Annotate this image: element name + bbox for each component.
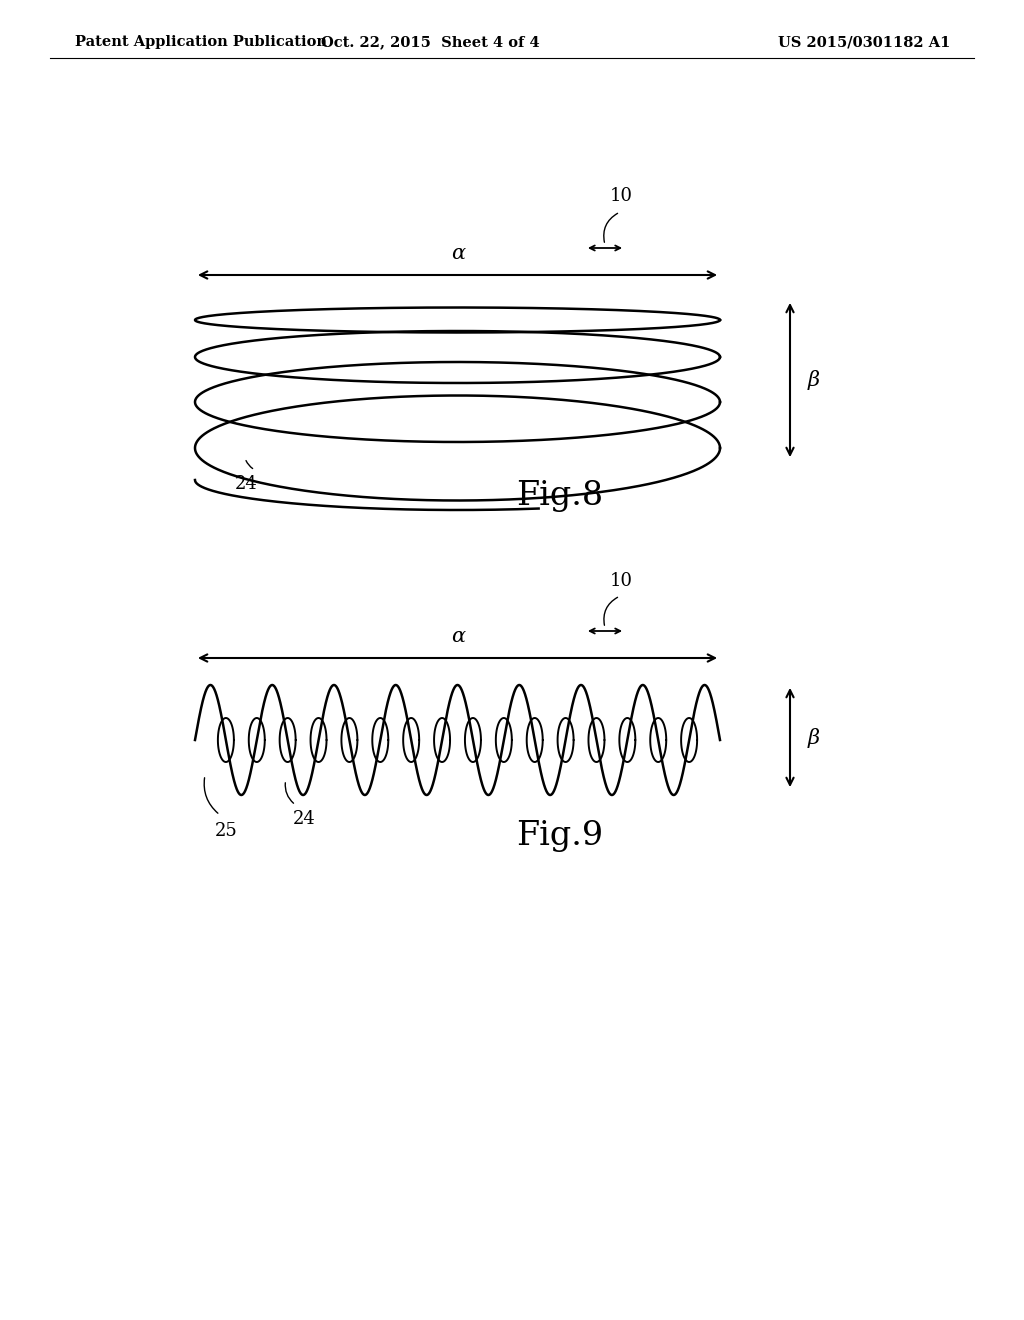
- Text: Fig.9: Fig.9: [516, 820, 603, 851]
- Text: 25: 25: [215, 822, 238, 840]
- Text: 24: 24: [293, 810, 315, 828]
- Text: 24: 24: [234, 475, 258, 492]
- Text: US 2015/0301182 A1: US 2015/0301182 A1: [777, 36, 950, 49]
- Text: 10: 10: [610, 187, 633, 205]
- Text: Patent Application Publication: Patent Application Publication: [75, 36, 327, 49]
- Text: α: α: [451, 627, 465, 645]
- Text: β: β: [808, 370, 820, 389]
- Text: α: α: [451, 244, 465, 263]
- Text: β: β: [808, 729, 820, 748]
- Text: Oct. 22, 2015  Sheet 4 of 4: Oct. 22, 2015 Sheet 4 of 4: [321, 36, 540, 49]
- Text: 10: 10: [610, 572, 633, 590]
- Text: Fig.8: Fig.8: [516, 480, 603, 512]
